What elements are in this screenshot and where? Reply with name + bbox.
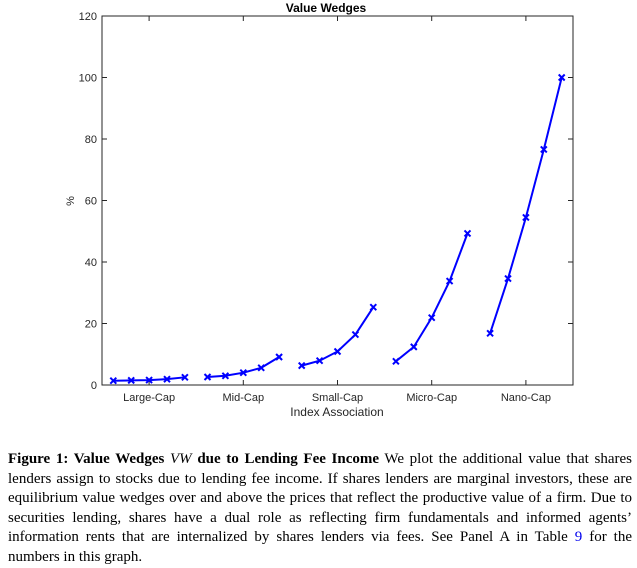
data-point-marker	[181, 373, 189, 382]
y-tick-label: 0	[91, 380, 97, 392]
table-reference-link[interactable]: 9	[574, 529, 583, 546]
data-point-marker	[445, 277, 454, 285]
data-point-marker	[297, 361, 306, 370]
x-tick-label: Large-Cap	[123, 392, 175, 404]
value-wedges-chart: Value Wedges 0 20 40 60 80 100 120 Large-Cap Mi…	[65, 1, 574, 419]
figure-caption: Figure 1: Value Wedges VW due to Lending…	[8, 450, 632, 568]
data-point-marker	[163, 375, 171, 383]
y-axis: 0 20 40 60 80 100 120	[79, 11, 573, 392]
data-point-marker	[463, 229, 472, 238]
y-tick-label: 120	[79, 11, 97, 23]
x-tick-label: Nano-Cap	[501, 392, 551, 404]
y-tick-label: 60	[85, 196, 97, 208]
data-point-marker	[145, 376, 153, 384]
data-point-marker	[427, 313, 436, 322]
data-point-marker	[522, 213, 530, 222]
data-point-marker	[221, 372, 230, 380]
caption-title: Figure 1: Value Wedges VW due to Lending…	[8, 451, 380, 467]
data-point-marker	[239, 368, 248, 377]
y-tick-label: 100	[79, 73, 97, 85]
x-tick-label: Micro-Cap	[406, 392, 457, 404]
data-point-marker	[257, 364, 265, 372]
data-point-marker	[333, 347, 342, 356]
y-axis-label: %	[65, 196, 77, 206]
data-point-marker	[369, 303, 378, 311]
y-tick-label: 40	[85, 257, 97, 269]
data-point-marker	[557, 73, 566, 82]
caption-body: We plot the additional value that shares…	[8, 451, 632, 565]
data-point-marker	[315, 357, 324, 365]
x-tick-label: Small-Cap	[312, 392, 363, 404]
data-point-marker	[351, 330, 360, 339]
x-tick-label: Mid-Cap	[223, 392, 265, 404]
data-point-marker	[127, 376, 135, 385]
x-axis-label: Index Association	[290, 405, 383, 419]
y-tick-label: 20	[85, 319, 97, 331]
data-point-marker	[410, 343, 418, 351]
data-point-marker	[109, 376, 118, 385]
data-point-marker	[275, 353, 283, 361]
data-point-marker	[392, 357, 400, 366]
plot-area	[101, 15, 574, 386]
x-axis: Large-Cap Mid-Cap Small-Cap Micro-Cap Nano-C…	[123, 16, 551, 404]
series-layer	[109, 73, 566, 385]
data-point-marker	[486, 329, 494, 338]
data-point-marker	[540, 145, 548, 154]
y-tick-label: 80	[85, 134, 97, 146]
data-point-marker	[203, 373, 212, 381]
data-point-marker	[504, 274, 512, 283]
chart-title: Value Wedges	[286, 1, 367, 15]
